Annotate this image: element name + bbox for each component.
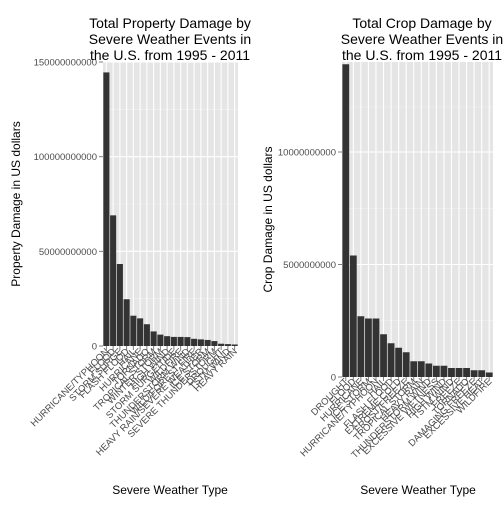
bar-3: STORM SURGE <box>116 264 123 346</box>
bar-17: TORNADO <box>463 368 470 377</box>
bar-7: FLASH FLOOD <box>387 343 395 377</box>
bar-2: FLOOD <box>110 215 117 346</box>
bar-15: TSTM WIND <box>448 368 455 377</box>
y-tick-label: 0 <box>92 342 97 353</box>
chart-title-line: Total Crop Damage by <box>352 15 491 31</box>
y-axis-label: Property Damage in US dollars <box>9 121 23 286</box>
bar-1: DROUGHT <box>342 64 350 377</box>
bar-20: HEAVY RAIN <box>231 344 238 346</box>
chart-title-line: Severe Weather Events in <box>89 31 251 47</box>
chart-title-line: the U.S. from 1995 - 2011 <box>342 47 502 63</box>
bar-10: TROPICAL STORM <box>410 361 418 377</box>
bar-8: TROPICAL STORM <box>150 331 157 346</box>
bar-2: FLOOD <box>349 255 357 377</box>
bar-9: FROST/FREEZE <box>402 352 410 377</box>
bar-19: EXCESSIVE HEAT <box>478 370 486 377</box>
bar-1: HURRICANE/TYPHOON <box>103 72 110 346</box>
y-tick-label: 5000000000 <box>283 260 336 271</box>
chart-title-line: Severe Weather Events in <box>341 31 503 47</box>
plot-background <box>342 62 493 377</box>
bar-18: DAMAGING FREEZE <box>470 370 478 377</box>
bar-17: SEVERE THUNDERSTORM <box>211 341 218 346</box>
bar-8: EXTREME COLD <box>395 347 403 377</box>
x-axis-label: Severe Weather Type <box>360 483 476 497</box>
bar-15: HEAVY RAIN/SEVERE WEATHER <box>197 339 204 346</box>
bar-5: HAIL <box>130 315 137 346</box>
bar-12: WILDFIRE <box>177 336 184 346</box>
bar-14: HIGH WIND <box>440 365 448 377</box>
chart-title-line: Total Property Damage by <box>89 15 251 31</box>
bar-11: STORM SURGE/TIDE <box>170 336 177 346</box>
x-axis-label: Severe Weather Type <box>112 483 228 497</box>
bar-13: THUNDERSTORM WIND <box>184 337 191 346</box>
bar-16: FREEZE <box>455 368 463 377</box>
bar-19: TSTM WIND <box>224 344 231 346</box>
bar-13: EXCESSIVE WETNESS <box>432 365 440 377</box>
bar-7: TORNADO <box>143 324 150 346</box>
bar-16: ICE STORM <box>204 339 211 346</box>
bar-14: WILD/FOREST FIRE <box>191 338 198 346</box>
bar-5: HURRICANE/TYPHOON <box>372 318 380 377</box>
bar-6: HAIL <box>380 334 387 377</box>
bar-4: ICE STORM <box>365 318 372 377</box>
y-axis-label: Crop Damage in US dollars <box>261 146 275 292</box>
bar-6: HURRICANE <box>137 318 144 346</box>
bar-18: DROUGHT <box>218 343 225 346</box>
bar-12: THUNDERSTORM WIND <box>425 363 433 377</box>
bar-11: HEAVY RAIN <box>417 361 425 377</box>
bar-10: HIGH WIND <box>164 336 171 346</box>
bar-20: WILDFIRE <box>485 372 493 377</box>
y-tick-label: 100000000000 <box>34 152 97 163</box>
bar-4: FLASH FLOOD <box>123 299 130 346</box>
bar-9: WINTER STORM <box>157 334 164 346</box>
y-tick-label: 150000000000 <box>34 58 97 69</box>
y-tick-label: 0 <box>331 373 336 384</box>
bar-3: HURRICANE <box>357 316 365 377</box>
y-tick-label: 50000000000 <box>39 247 97 258</box>
chart-title-line: the U.S. from 1995 - 2011 <box>90 47 250 63</box>
y-tick-label: 10000000000 <box>278 148 336 159</box>
